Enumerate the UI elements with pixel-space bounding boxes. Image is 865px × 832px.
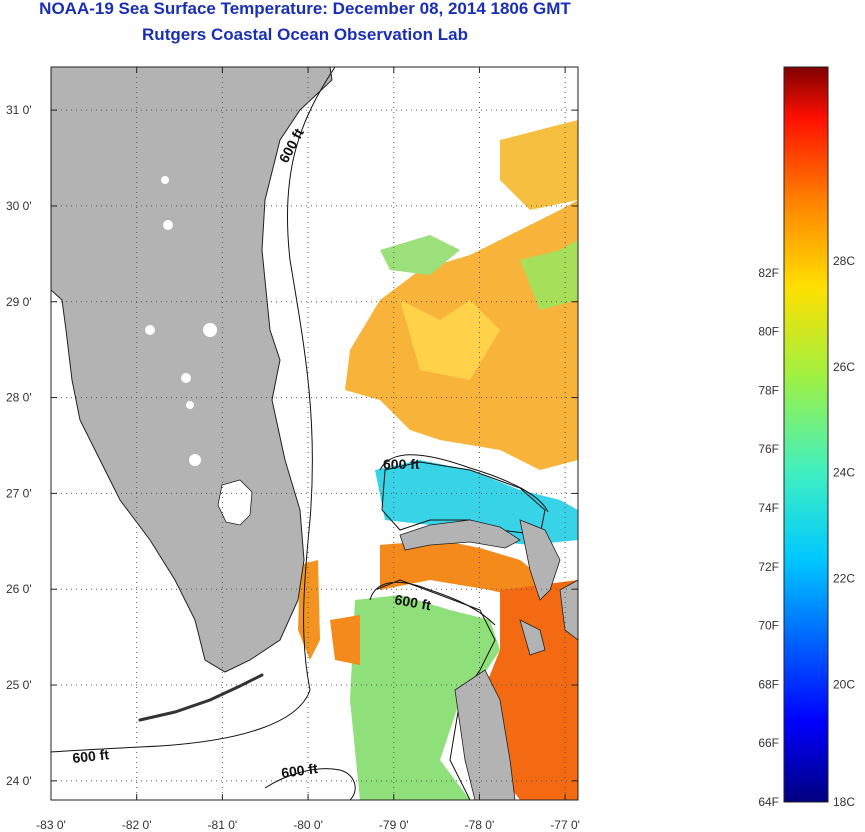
lat-tick-label: 31 0' — [6, 103, 32, 117]
eleuthera-island — [519, 619, 546, 656]
600ft-contour-cuba — [264, 768, 356, 800]
sst-patch-small — [330, 615, 360, 665]
graticule-grid — [50, 67, 578, 800]
lat-tick-label: 28 0' — [6, 391, 32, 405]
600ft-contour-florida-shelf — [51, 67, 336, 753]
map-subtitle: Rutgers Coastal Ocean Observation Lab — [142, 25, 468, 44]
colorbar-f-label: 76F — [758, 442, 779, 456]
colorbar-f-label: 80F — [758, 325, 779, 339]
colorbar-f-label: 82F — [758, 266, 779, 280]
sst-patch-green-n — [380, 235, 460, 275]
colorbar-c-label: 18C — [833, 795, 855, 809]
inland-lakes — [145, 176, 217, 466]
sst-patch-yellow — [400, 300, 500, 380]
colorbar-c-label: 20C — [833, 677, 855, 691]
lake — [186, 401, 194, 409]
lat-tick-label: 30 0' — [6, 199, 32, 213]
colorbar-c-label: 24C — [833, 466, 855, 480]
lake — [163, 220, 173, 230]
grand-bahama-island — [399, 519, 521, 551]
map-title: NOAA-19 Sea Surface Temperature: Decembe… — [39, 0, 571, 18]
lat-tick-label: 24 0' — [6, 774, 32, 788]
colorbar-fahrenheit-labels: 82F 80F 78F 76F 74F 72F 70F 68F 66F 64F — [758, 266, 779, 809]
lake — [161, 176, 169, 184]
colorbar-f-label: 64F — [758, 795, 779, 809]
lon-tick-label: -79 0' — [379, 818, 409, 832]
colorbar-f-label: 72F — [758, 560, 779, 574]
colorbar-f-label: 74F — [758, 501, 779, 515]
lon-tick-label: -83 0' — [36, 818, 66, 832]
600ft-contour-great-bahama — [369, 581, 496, 626]
lat-tick-label: 27 0' — [6, 486, 32, 500]
contour-label: 600 ft — [383, 456, 420, 472]
lake-okeechobee — [217, 479, 253, 526]
lon-tick-label: -82 0' — [122, 818, 152, 832]
lat-tick-label: 29 0' — [6, 295, 32, 309]
sst-patch-green-south — [350, 595, 500, 800]
colorbar-f-label: 70F — [758, 619, 779, 633]
florida-keys — [138, 673, 264, 722]
colorbar-c-label: 22C — [833, 572, 855, 586]
plot-frame — [50, 66, 579, 801]
lon-tick-label: -81 0' — [208, 818, 238, 832]
colorbar-f-label: 66F — [758, 736, 779, 750]
lon-tick-label: -77 0' — [550, 818, 580, 832]
colorbar-c-label: 28C — [833, 254, 855, 268]
lake — [181, 373, 191, 383]
little-bahama-bank-contour — [381, 461, 546, 536]
abaco-island — [519, 519, 561, 601]
florida-land — [51, 67, 333, 673]
contour-label: 600 ft — [393, 591, 432, 613]
longitude-tick-labels: -83 0' -82 0' -81 0' -80 0' -79 0' -78 0' -77 … — [36, 818, 580, 832]
contour-label: 600 ft — [72, 746, 110, 766]
latitude-tick-labels: 31 0' 30 0' 29 0' 28 0' 27 0' 26 0' 25 0' 24 0' — [6, 103, 32, 788]
colorbar-f-label: 68F — [758, 677, 779, 691]
sst-patch-orange-far-ne — [500, 120, 578, 210]
sst-patch-green-ne — [520, 240, 578, 310]
small-island — [559, 579, 578, 641]
contour-label: 600 ft — [280, 760, 319, 781]
colorbar-c-label: 26C — [833, 360, 855, 374]
andros-island — [454, 669, 516, 800]
colorbar-celsius-labels: 28C 26C 24C 22C 20C 18C — [833, 254, 855, 809]
lon-tick-label: -78 0' — [465, 818, 495, 832]
colorbar — [783, 66, 829, 803]
sst-swath — [298, 120, 578, 800]
lake — [203, 323, 217, 337]
lon-tick-label: -80 0' — [293, 818, 323, 832]
sst-patch-orange-mid — [380, 540, 545, 600]
lake — [145, 325, 155, 335]
lake — [189, 454, 201, 466]
colorbar-f-label: 78F — [758, 383, 779, 397]
lat-tick-label: 25 0' — [6, 678, 32, 692]
lat-tick-label: 26 0' — [6, 582, 32, 596]
